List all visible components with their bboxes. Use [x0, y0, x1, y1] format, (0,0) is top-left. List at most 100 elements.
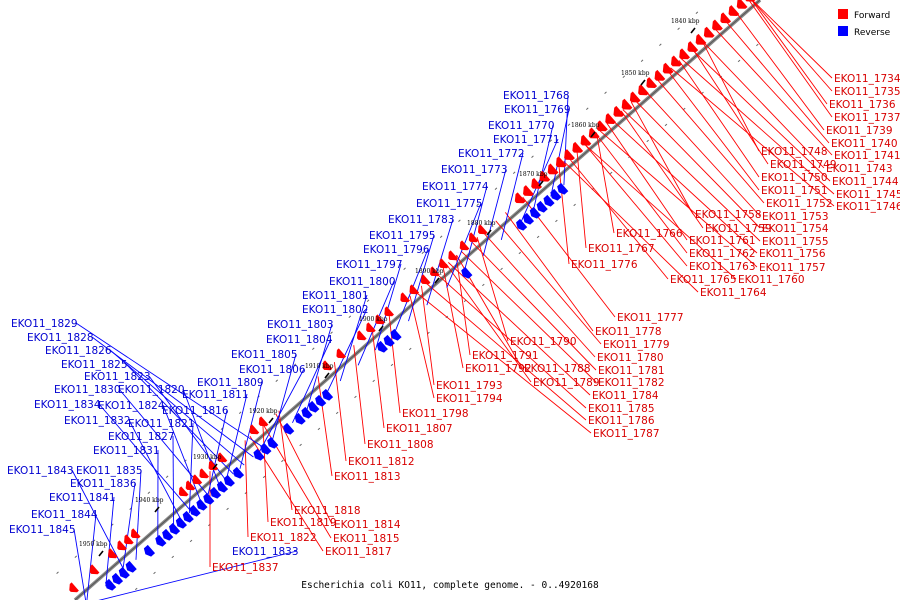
gene-label: EKO11_1787: [593, 428, 660, 440]
scale-label: 1900 kbp: [359, 316, 388, 323]
reverse-gene: [203, 492, 215, 505]
reverse-gene: [232, 466, 245, 479]
label-connector: [73, 528, 87, 600]
label-connector: [595, 133, 688, 254]
label-connector: [460, 250, 597, 383]
forward-gene: [249, 424, 260, 435]
forward-gene: [662, 62, 674, 74]
scale-label: 1910 kbp: [305, 363, 334, 370]
forward-gene: [605, 113, 616, 124]
minor-tick: [385, 283, 388, 286]
scale-label: 1940 kbp: [135, 497, 164, 504]
forward-gene: [514, 192, 526, 204]
scale-label: 1870 kbp: [519, 171, 548, 178]
gene-label: EKO11_1821: [128, 418, 195, 430]
label-connector: [482, 231, 596, 358]
forward-gene: [322, 360, 333, 371]
gene-label: EKO11_1737: [834, 112, 900, 124]
forward-gene: [217, 452, 228, 463]
label-connector: [748, 0, 833, 118]
minor-tick: [439, 235, 443, 238]
gene-label: EKO11_1812: [348, 456, 415, 468]
label-connector: [583, 143, 688, 267]
minor-tick: [390, 363, 394, 367]
label-connector: [455, 255, 471, 356]
minor-tick: [147, 491, 151, 494]
gene-label: EKO11_1792: [465, 363, 532, 375]
gene-label: EKO11_1748: [761, 146, 828, 158]
forward-gene: [185, 480, 196, 491]
forward-gene: [539, 170, 551, 182]
gene-label: EKO11_1757: [759, 262, 826, 274]
minor-tick: [567, 123, 571, 126]
gene-label: EKO11_1755: [762, 236, 829, 248]
forward-gene: [409, 284, 420, 295]
gene-label: EKO11_1843: [7, 465, 74, 477]
gene-label: EKO11_1735: [834, 86, 900, 98]
forward-gene: [638, 84, 649, 96]
reverse-gene: [390, 328, 402, 341]
gene-label: EKO11_1761: [689, 235, 756, 247]
label-connector: [644, 89, 761, 217]
minor-tick: [354, 395, 357, 399]
reverse-gene: [283, 422, 295, 435]
gene-label: EKO11_1790: [510, 336, 577, 348]
gene-label: EKO11_1777: [617, 312, 684, 324]
label-connectors: [71, 0, 835, 600]
minor-tick: [494, 187, 498, 190]
gene-label: EKO11_1830: [54, 384, 121, 396]
reverse-gene: [301, 406, 313, 419]
gene-label: EKO11_1764: [700, 287, 767, 299]
reverse-gene: [111, 572, 124, 585]
gene-label: EKO11_1822: [250, 532, 317, 544]
forward-gene: [555, 156, 567, 168]
gene-label: EKO11_1803: [267, 319, 334, 331]
minor-tick: [476, 203, 479, 206]
gene-label: EKO11_1771: [493, 134, 560, 146]
minor-tick: [659, 43, 662, 46]
label-connector: [550, 108, 570, 197]
label-connector: [606, 123, 688, 241]
label-connector: [563, 94, 569, 186]
minor-tick: [312, 347, 315, 350]
minor-tick: [238, 411, 242, 414]
gene-features: [69, 0, 756, 593]
minor-tick: [330, 331, 333, 334]
gene-label: EKO11_1795: [369, 230, 436, 242]
gene-label: EKO11_1789: [533, 377, 600, 389]
forward-gene: [375, 314, 385, 325]
gene-label: EKO11_1746: [836, 201, 900, 213]
reverse-gene: [182, 510, 194, 523]
label-connector: [678, 60, 760, 178]
gene-label: EKO11_1783: [388, 214, 455, 226]
label-connector: [75, 322, 265, 449]
forward-gene: [580, 134, 592, 146]
scale-tick: [538, 180, 544, 187]
minor-tick: [518, 251, 522, 255]
forward-gene: [420, 274, 431, 285]
forward-gene: [199, 468, 210, 479]
minor-tick: [531, 155, 534, 158]
label-connector: [414, 291, 592, 434]
forward-gene: [572, 141, 584, 153]
gene-label: EKO11_1779: [603, 339, 670, 351]
reverse-gene: [522, 212, 535, 225]
gene-label: EKO11_1805: [231, 349, 298, 361]
reverse-gene: [155, 534, 167, 547]
gene-label: EKO11_1782: [598, 377, 665, 389]
legend-reverse-swatch: [838, 26, 848, 36]
label-connector: [445, 263, 532, 383]
gene-label: EKO11_1775: [416, 198, 483, 210]
label-connector: [596, 132, 615, 234]
gene-label: EKO11_1780: [597, 352, 664, 364]
minor-tick: [756, 43, 759, 47]
gene-label: EKO11_1837: [212, 562, 279, 574]
forward-gene: [745, 0, 756, 2]
minor-tick: [609, 171, 613, 175]
label-connector: [408, 234, 435, 322]
minor-tick: [317, 427, 321, 431]
label-connector: [259, 368, 305, 452]
gene-label: EKO11_1769: [504, 104, 571, 116]
gene-label: EKO11_1804: [266, 334, 333, 346]
gene-label: EKO11_1836: [70, 478, 137, 490]
